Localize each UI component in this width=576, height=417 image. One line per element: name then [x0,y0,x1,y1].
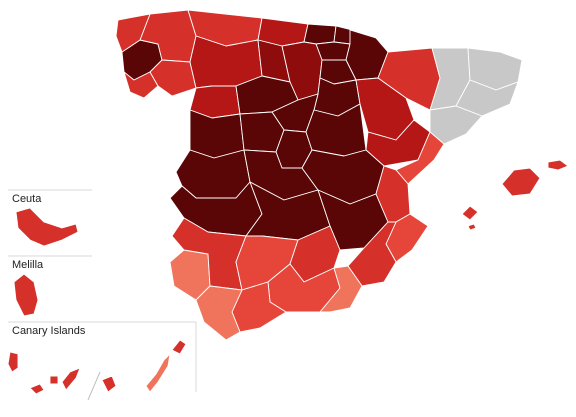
melilla-label: Melilla [12,259,44,271]
melilla-territory[interactable] [13,273,39,317]
ceuta-territory[interactable] [15,207,79,247]
island-fuerteventura[interactable] [145,353,171,393]
island-formentera[interactable] [467,223,477,231]
province-salamanca[interactable] [189,109,245,159]
island-mallorca[interactable] [501,167,541,197]
island-gran-canaria[interactable] [101,375,117,393]
island-tenerife[interactable] [61,367,81,391]
island-la-gomera[interactable] [49,375,59,385]
island-lanzarote[interactable] [171,339,187,355]
province-bizkaia[interactable] [303,23,337,45]
island-el-hierro[interactable] [29,383,45,395]
canary-inset-diagonal [87,371,101,401]
province-cadiz[interactable] [195,285,243,341]
island-menorca[interactable] [547,159,569,171]
province-gipuzkoa[interactable] [333,25,353,45]
ceuta-label: Ceuta [12,193,42,205]
canary-islands-label: Canary Islands [12,325,86,337]
province-galicia-west[interactable] [115,13,151,53]
province-almeria[interactable] [319,265,363,313]
island-ibiza[interactable] [461,205,479,221]
island-la-palma[interactable] [7,351,19,373]
province-ourense[interactable] [149,59,197,97]
